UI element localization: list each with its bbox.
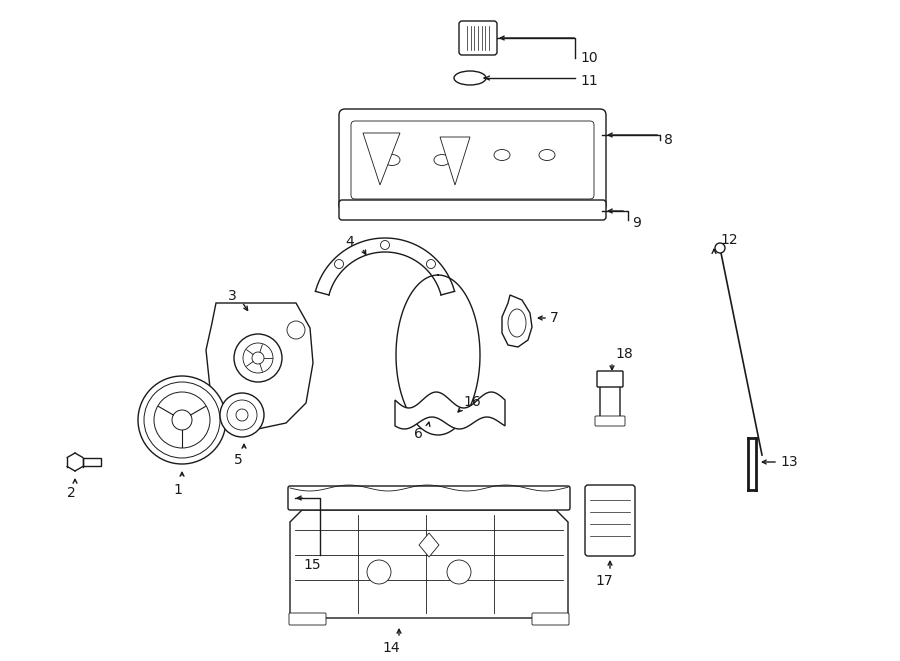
Circle shape (234, 334, 282, 382)
FancyBboxPatch shape (585, 485, 635, 556)
Text: 13: 13 (780, 455, 797, 469)
Circle shape (144, 382, 220, 458)
Ellipse shape (434, 155, 450, 165)
Text: 12: 12 (720, 233, 738, 247)
Text: 2: 2 (67, 486, 76, 500)
Polygon shape (502, 295, 532, 347)
Circle shape (172, 410, 192, 430)
Text: 5: 5 (234, 453, 242, 467)
Text: 15: 15 (303, 558, 320, 572)
Ellipse shape (454, 71, 486, 85)
Text: 14: 14 (382, 641, 400, 655)
FancyBboxPatch shape (597, 371, 623, 387)
Text: 17: 17 (595, 574, 613, 588)
Text: 1: 1 (174, 483, 183, 497)
Polygon shape (363, 133, 400, 185)
Circle shape (227, 400, 257, 430)
Circle shape (381, 241, 390, 249)
FancyBboxPatch shape (339, 109, 606, 211)
Text: 4: 4 (346, 235, 355, 249)
Ellipse shape (384, 155, 400, 165)
Polygon shape (290, 510, 568, 618)
Circle shape (252, 352, 264, 364)
Text: 18: 18 (615, 347, 633, 361)
Polygon shape (395, 392, 505, 429)
Circle shape (236, 409, 248, 421)
Text: 9: 9 (632, 216, 641, 230)
Polygon shape (419, 533, 439, 557)
Circle shape (287, 321, 305, 339)
Text: 7: 7 (550, 311, 559, 325)
FancyBboxPatch shape (289, 613, 326, 625)
Text: 11: 11 (580, 74, 598, 88)
Ellipse shape (539, 149, 555, 161)
Circle shape (715, 243, 725, 253)
Circle shape (243, 343, 273, 373)
Polygon shape (206, 303, 313, 430)
FancyBboxPatch shape (600, 380, 620, 424)
Text: 8: 8 (664, 133, 673, 147)
Text: 6: 6 (414, 427, 422, 441)
Text: 3: 3 (228, 289, 237, 303)
Circle shape (427, 260, 436, 268)
Circle shape (138, 376, 226, 464)
Polygon shape (440, 137, 470, 185)
Ellipse shape (494, 149, 510, 161)
Circle shape (335, 260, 344, 268)
Circle shape (367, 560, 391, 584)
FancyBboxPatch shape (459, 21, 497, 55)
Text: 16: 16 (463, 395, 481, 409)
FancyBboxPatch shape (288, 486, 570, 510)
FancyBboxPatch shape (595, 416, 625, 426)
Circle shape (220, 393, 264, 437)
FancyBboxPatch shape (83, 458, 101, 466)
FancyBboxPatch shape (532, 613, 569, 625)
FancyBboxPatch shape (351, 121, 594, 199)
Circle shape (154, 392, 210, 448)
Circle shape (447, 560, 471, 584)
Ellipse shape (508, 309, 526, 337)
Text: 10: 10 (580, 51, 598, 65)
FancyBboxPatch shape (339, 200, 606, 220)
